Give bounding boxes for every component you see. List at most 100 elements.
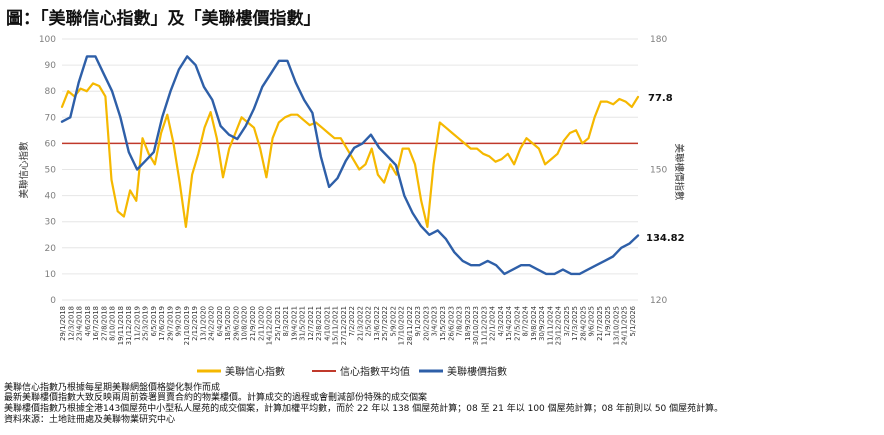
left-tick-label: 0: [50, 296, 56, 306]
x-tick-label: 16/7/2018: [92, 306, 100, 341]
x-tick-label: 4/10/2021: [323, 306, 331, 341]
x-tick-label: 11/11/2024: [546, 306, 554, 345]
left-tick-label: 60: [45, 139, 57, 149]
x-tick-label: 27/8/2018: [100, 306, 108, 341]
left-axis-title: 美聯信心指數: [18, 141, 30, 199]
x-tick-label: 9/1/2023: [414, 306, 422, 337]
right-tick-label: 120: [650, 296, 667, 306]
x-tick-label: 6/4/2020: [216, 306, 224, 337]
legend-label-price: 美聯樓價指數: [447, 365, 507, 378]
x-tick-label: 19/11/2018: [117, 306, 125, 345]
chart-legend: 美聯信心指數 信心指數平均值 美聯樓價指數: [197, 365, 507, 378]
x-tick-label: 13/1/2020: [199, 306, 207, 341]
x-tick-label: 21/10/2019: [183, 306, 191, 345]
x-tick-label: 19/8/2024: [530, 306, 538, 341]
left-tick-label: 10: [45, 270, 57, 280]
left-tick-label: 40: [45, 192, 57, 202]
x-tick-label: 12/3/2018: [67, 306, 75, 341]
x-tick-label: 10/8/2020: [241, 306, 249, 341]
right-tick-label: 180: [650, 35, 667, 45]
x-tick-label: 24/2/2020: [208, 306, 216, 341]
x-tick-label: 25/1/2021: [274, 306, 282, 341]
x-tick-label: 28/4/2025: [579, 306, 587, 341]
legend-label-average: 信心指數平均值: [340, 365, 410, 378]
page-title: 圖：「美聯信心指數」及「美聯樓價指數」: [6, 9, 321, 29]
x-tick-label: 29/6/2020: [232, 306, 240, 341]
x-tick-label: 9/9/2019: [175, 306, 183, 337]
left-tick-label: 20: [45, 244, 57, 254]
x-tick-label: 2/12/2019: [191, 306, 199, 341]
x-tick-label: 6/5/2019: [150, 306, 158, 337]
x-tick-label: 18/5/2020: [224, 306, 232, 341]
price-index-line: [60, 55, 640, 276]
x-tick-label: 23/12/2024: [555, 306, 563, 345]
x-axis-ticks: 29/1/2018 12/3/2018 23/4/2018 4/6/2018 16/7/…: [59, 306, 637, 345]
x-tick-label: 21/9/2020: [249, 306, 257, 341]
x-tick-label: 20/2/2023: [422, 306, 430, 341]
x-tick-label: 3/4/2023: [431, 306, 439, 337]
x-tick-label: 15/11/2021: [332, 306, 340, 345]
footnote: 最新美聯樓價指數大致反映兩周前簽署買賣合約的物業樓價。計算成交的過程或會刪減部份…: [4, 393, 428, 403]
source-note: 資料來源：土地註冊處及美聯物業研究中心: [4, 415, 176, 425]
left-tick-label: 80: [45, 87, 57, 97]
x-tick-label: 27/5/2024: [513, 306, 521, 341]
x-tick-label: 31/5/2021: [299, 306, 307, 341]
confidence-end-label: 77.8: [648, 93, 673, 104]
x-tick-label: 18/9/2023: [464, 306, 472, 341]
x-tick-label: 23/8/2021: [315, 306, 323, 341]
right-tick-label: 150: [650, 166, 667, 176]
footnote: 美聯樓價指數乃根據全港143個屋苑中小型私人屋苑的成交個案，計算加權平均數，而於…: [4, 404, 724, 414]
x-tick-label: 7/2/2022: [348, 306, 356, 337]
x-tick-label: 5/9/2022: [389, 306, 397, 337]
x-tick-label: 4/3/2024: [497, 306, 505, 337]
x-tick-label: 11/12/2023: [480, 306, 488, 345]
chart-gridlines: [62, 38, 638, 301]
price-end-label: 134.82: [646, 233, 685, 244]
left-tick-label: 90: [45, 61, 57, 71]
left-tick-label: 70: [45, 113, 57, 123]
x-tick-label: 19/4/2021: [290, 306, 298, 341]
x-tick-label: 28/11/2022: [406, 306, 414, 345]
x-tick-label: 9/6/2025: [588, 306, 596, 337]
chart-series: [60, 55, 640, 276]
x-tick-label: 17/6/2019: [158, 306, 166, 341]
x-tick-label: 24/11/2025: [621, 306, 629, 345]
x-tick-label: 26/6/2023: [447, 306, 455, 341]
x-tick-label: 21/7/2025: [596, 306, 604, 341]
x-tick-label: 15/5/2023: [439, 306, 447, 341]
footnote: 美聯信心指數乃根據每星期美聯網盤價格變化製作而成: [4, 383, 221, 393]
x-tick-label: 21/3/2022: [356, 306, 364, 341]
x-tick-label: 25/7/2022: [381, 306, 389, 341]
left-axis-ticks: 0 10 20 30 40 50 60 70 80 90 100: [39, 35, 56, 306]
x-tick-label: 25/3/2019: [142, 306, 150, 341]
x-tick-label: 5/1/2026: [629, 306, 637, 337]
x-tick-label: 23/4/2018: [76, 306, 84, 341]
x-tick-label: 14/12/2020: [266, 306, 274, 345]
x-tick-label: 31/12/2018: [125, 306, 133, 345]
x-tick-label: 29/1/2018: [59, 306, 67, 341]
x-tick-label: 8/10/2018: [109, 306, 117, 341]
x-tick-label: 17/10/2022: [398, 306, 406, 345]
x-tick-label: 8/3/2021: [282, 306, 290, 337]
x-tick-label: 15/4/2024: [505, 306, 513, 341]
x-tick-label: 2/5/2022: [365, 306, 373, 337]
right-axis-title: 美聯樓價指數: [673, 143, 685, 201]
x-tick-label: 3/2/2025: [563, 306, 571, 337]
x-tick-label: 12/7/2021: [307, 306, 315, 341]
x-tick-label: 4/6/2018: [84, 306, 92, 337]
x-tick-label: 7/8/2023: [456, 306, 464, 337]
x-tick-label: 30/10/2023: [472, 306, 480, 345]
x-tick-label: 13/6/2022: [373, 306, 381, 341]
x-tick-label: 8/7/2024: [522, 306, 530, 337]
left-tick-label: 100: [39, 35, 56, 45]
right-axis-ticks: 120 150 180: [650, 35, 667, 306]
x-tick-label: 1/9/2025: [604, 306, 612, 337]
x-tick-label: 22/1/2024: [489, 306, 497, 341]
left-tick-label: 50: [45, 166, 57, 176]
x-tick-label: 11/2/2019: [133, 306, 141, 341]
left-tick-label: 30: [45, 218, 57, 228]
chart: 0 10 20 30 40 50 60 70 80 90 100 120 150 180 29/1/20…: [18, 35, 685, 378]
x-tick-label: 29/7/2019: [166, 306, 174, 341]
x-tick-label: 30/9/2024: [538, 306, 546, 341]
x-tick-label: 2/11/2020: [257, 306, 265, 341]
